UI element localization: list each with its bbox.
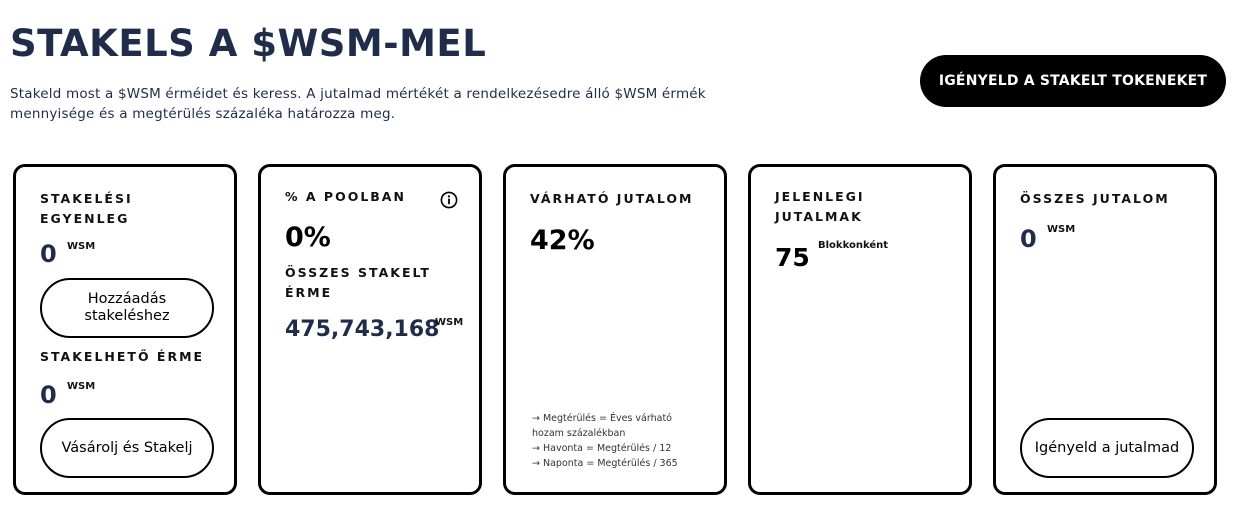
pool-share-value: 0%: [285, 222, 331, 253]
note-line: → Naponta = Megtérülés / 365: [532, 458, 678, 469]
total-reward-card: ÖSSZES JUTALOM 0 WSM Igényeld a jutalmad: [993, 164, 1217, 495]
add-to-stake-button[interactable]: Hozzáadás stakeléshez: [40, 278, 214, 338]
expected-reward-card: VÁRHATÓ JUTALOM 42% → Megtérülés = Éves …: [503, 164, 727, 495]
current-rewards-card: JELENLEGI JUTALMAK 75 Blokkonként: [748, 164, 972, 495]
current-rewards-label: JELENLEGI JUTALMAK: [775, 189, 865, 224]
page-description: Stakeld most a $WSM érméidet és keress. …: [10, 86, 706, 122]
staking-balance-unit: WSM: [67, 241, 96, 252]
note-line: hozam százalékban: [532, 428, 626, 439]
page-title: STAKELS A $WSM-MEL: [10, 22, 487, 65]
claim-reward-button[interactable]: Igényeld a jutalmad: [1020, 418, 1194, 478]
expected-reward-label: VÁRHATÓ JUTALOM: [530, 191, 694, 206]
pool-share-card: % A POOLBAN 0% ÖSSZES STAKELT ÉRME 475,7…: [258, 164, 482, 495]
buy-and-stake-button[interactable]: Vásárolj és Stakelj: [40, 418, 214, 478]
expected-reward-value: 42%: [530, 225, 595, 256]
stakeable-coin-unit: WSM: [67, 381, 96, 392]
total-reward-unit: WSM: [1047, 224, 1076, 235]
staking-balance-label: STAKELÉSI EGYENLEG: [40, 191, 133, 226]
current-rewards-unit: Blokkonként: [818, 240, 889, 251]
note-line: → Havonta = Megtérülés / 12: [532, 443, 672, 454]
total-staked-label: ÖSSZES STAKELT ÉRME: [285, 265, 431, 300]
total-reward-value: 0: [1020, 225, 1037, 253]
current-rewards-value: 75: [775, 243, 810, 272]
reward-formula-notes: → Megtérülés = Éves várható hozam százal…: [532, 411, 678, 471]
total-staked-value: 475,743,168: [285, 317, 440, 342]
pool-share-label: % A POOLBAN: [285, 189, 406, 204]
staking-balance-card: STAKELÉSI EGYENLEG 0 WSM Hozzáadás stake…: [13, 164, 237, 495]
claim-staked-tokens-button[interactable]: IGÉNYELD A STAKELT TOKENEKET: [920, 55, 1226, 107]
stakeable-coin-label: STAKELHETŐ ÉRME: [40, 349, 205, 364]
staking-balance-value: 0: [40, 240, 57, 268]
note-line: → Megtérülés = Éves várható: [532, 413, 672, 424]
info-icon[interactable]: [440, 191, 458, 209]
total-staked-unit: WSM: [435, 317, 464, 328]
stakeable-coin-value: 0: [40, 381, 57, 409]
total-reward-label: ÖSSZES JUTALOM: [1020, 191, 1170, 206]
